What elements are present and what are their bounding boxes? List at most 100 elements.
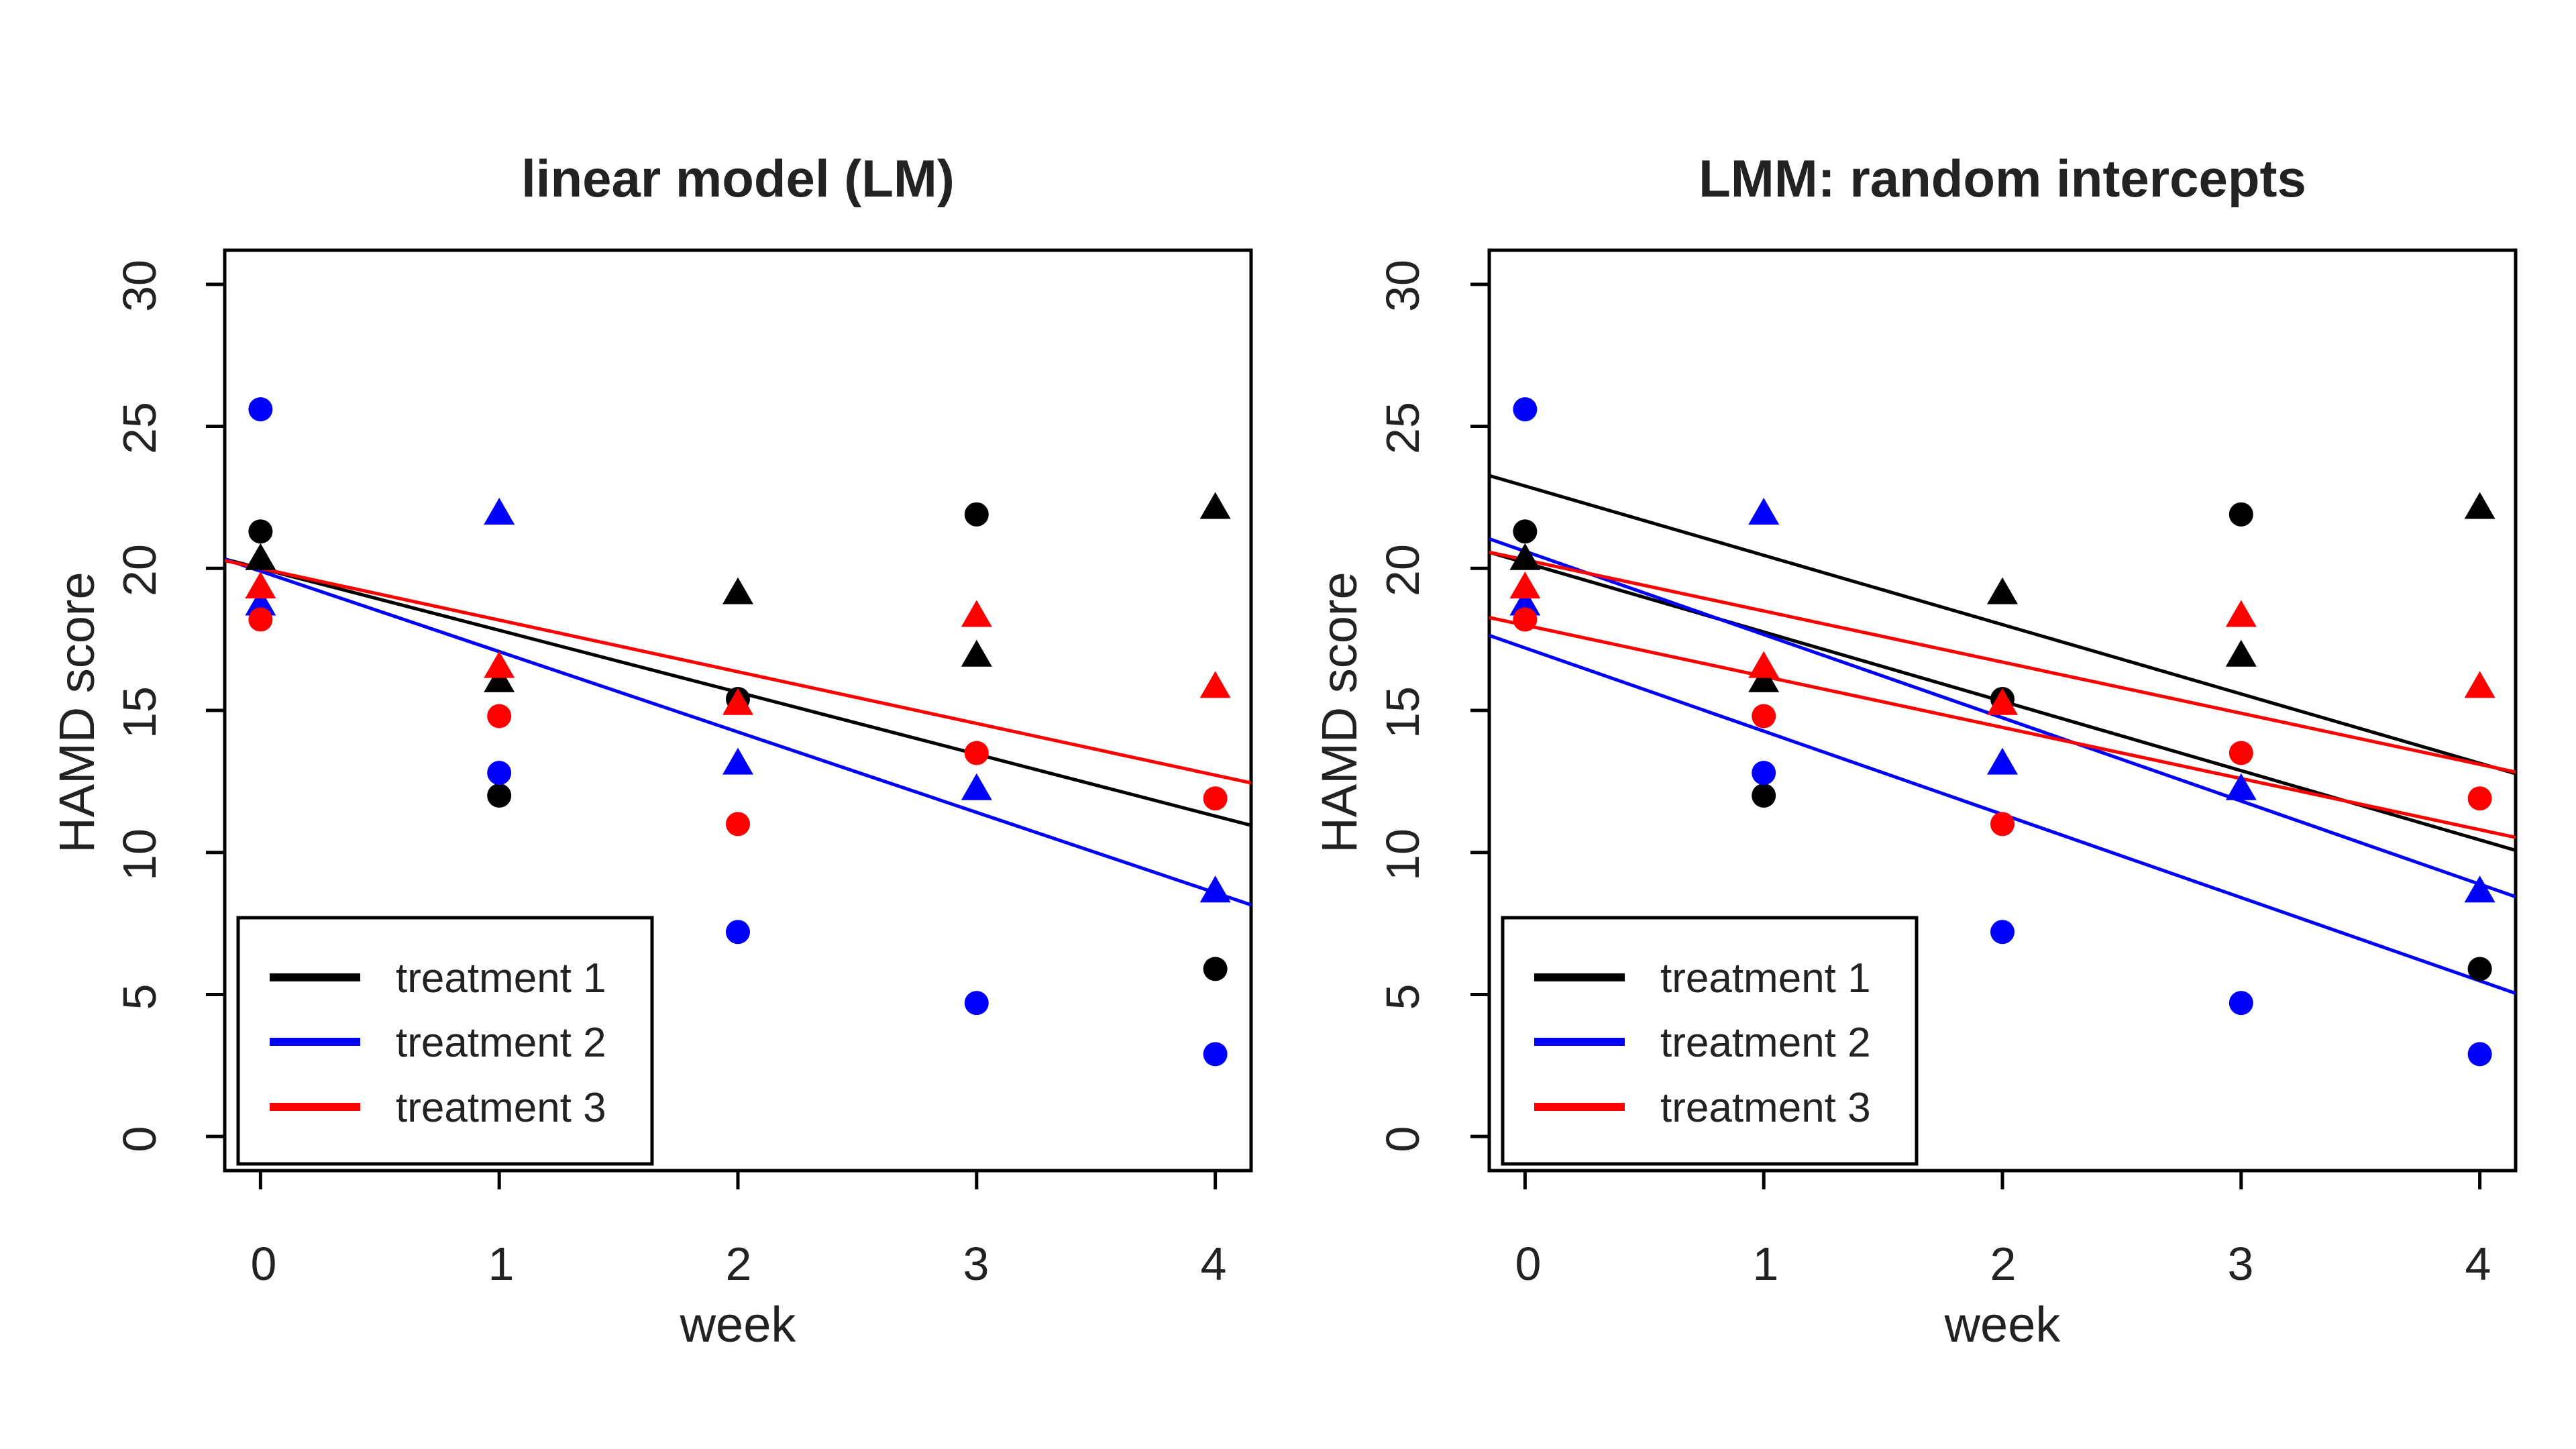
- data-point: [1513, 397, 1538, 422]
- data-point: [484, 665, 515, 692]
- data-point: [1509, 543, 1541, 570]
- data-point: [1990, 920, 2015, 945]
- legend-label-treatment-3: treatment 3: [396, 1085, 606, 1131]
- chart-title: linear model (LM): [521, 149, 955, 208]
- data-point: [1752, 704, 1776, 729]
- legend-label-treatment-1: treatment 1: [396, 955, 606, 1002]
- y-tick-label: 20: [1377, 544, 1429, 596]
- data-point: [964, 502, 989, 527]
- y-tick-label: 25: [1377, 402, 1429, 454]
- data-point: [2464, 875, 2496, 903]
- fit-line: [1489, 616, 2516, 839]
- data-point: [1752, 784, 1776, 808]
- y-axis-label: HAMD score: [49, 572, 105, 853]
- fit-line: [1489, 474, 2516, 775]
- y-tick-label: 0: [113, 1126, 166, 1152]
- data-point: [1509, 588, 1541, 616]
- data-points: [245, 397, 1231, 1067]
- data-point: [1203, 786, 1228, 811]
- data-point: [722, 747, 753, 775]
- data-point: [484, 498, 515, 525]
- y-tick-label: 25: [113, 402, 166, 454]
- x-tick-labels: 0 1 2 3 4: [1515, 1238, 2491, 1290]
- y-tick-label: 15: [113, 686, 166, 739]
- data-point: [1990, 812, 2015, 837]
- data-point: [1203, 1042, 1228, 1067]
- x-axis-label: week: [680, 1297, 797, 1352]
- data-point: [2225, 639, 2257, 667]
- data-point: [1752, 761, 1776, 786]
- x-tick-label: 1: [1753, 1238, 1779, 1290]
- data-point: [248, 607, 273, 632]
- x-tick-label: 4: [1201, 1238, 1227, 1290]
- data-point: [2225, 773, 2257, 800]
- data-point: [248, 519, 273, 544]
- data-point: [1748, 498, 1780, 525]
- data-point: [487, 704, 512, 729]
- data-point: [2467, 957, 2492, 981]
- panel-linear-model: linear model (LM) week HAMD score 0 1 2 …: [49, 149, 1253, 1352]
- x-tick-label: 1: [488, 1238, 515, 1290]
- data-point: [1987, 577, 2018, 604]
- data-point: [2229, 991, 2253, 1016]
- data-point: [1748, 651, 1780, 678]
- data-point: [1509, 572, 1541, 599]
- data-point: [1513, 519, 1538, 544]
- data-point: [964, 741, 989, 765]
- data-point: [961, 600, 992, 627]
- data-point: [961, 639, 992, 667]
- y-tick-labels: 0 5 10 15 20 25 30: [113, 260, 166, 1152]
- x-tick-label: 4: [2465, 1238, 2491, 1290]
- y-tick-label: 30: [113, 260, 166, 312]
- y-tick-label: 30: [1377, 260, 1429, 312]
- data-points: [1509, 397, 2496, 1067]
- y-tick-label: 5: [1377, 984, 1429, 1010]
- y-tick-label: 15: [1377, 686, 1429, 739]
- x-axis-label: week: [1944, 1297, 2061, 1352]
- legend-label-treatment-1: treatment 1: [1660, 955, 1871, 1002]
- data-point: [2229, 502, 2253, 527]
- x-tick-labels: 0 1 2 3 4: [251, 1238, 1227, 1290]
- data-point: [2229, 741, 2253, 765]
- data-point: [487, 761, 512, 786]
- data-point: [245, 543, 276, 570]
- data-point: [2467, 1042, 2492, 1067]
- data-point: [245, 588, 276, 616]
- fit-line: [1489, 537, 2516, 899]
- chart-title: LMM: random intercepts: [1699, 149, 2306, 208]
- y-tick-label: 20: [113, 544, 166, 596]
- data-point: [1748, 665, 1780, 692]
- data-point: [2464, 671, 2496, 698]
- y-tick-label: 10: [113, 828, 166, 881]
- y-axis-label: HAMD score: [1311, 572, 1367, 853]
- data-point: [1199, 492, 1231, 519]
- y-tick-labels: 0 5 10 15 20 25 30: [1377, 260, 1429, 1152]
- data-point: [1987, 688, 2018, 715]
- data-point: [1199, 671, 1231, 698]
- y-tick-label: 5: [113, 984, 166, 1010]
- data-point: [2225, 600, 2257, 627]
- y-tick-label: 0: [1377, 1126, 1429, 1152]
- data-point: [487, 784, 512, 808]
- y-tick-label: 10: [1377, 828, 1429, 881]
- data-point: [1203, 957, 1228, 981]
- x-tick-label: 2: [1990, 1238, 2017, 1290]
- data-point: [961, 773, 992, 800]
- data-point: [722, 577, 753, 604]
- x-tick-label: 3: [2228, 1238, 2254, 1290]
- data-point: [484, 651, 515, 678]
- data-point: [964, 991, 989, 1016]
- data-point: [248, 397, 273, 422]
- fit-line: [225, 557, 1251, 907]
- panel-lmm-random-intercepts: LMM: random intercepts week HAMD score 0…: [1311, 149, 2518, 1352]
- data-point: [726, 812, 750, 837]
- legend: treatment 1 treatment 2 treatment 3: [236, 916, 654, 1166]
- legend-label-treatment-2: treatment 2: [1660, 1020, 1871, 1066]
- x-tick-label: 0: [1515, 1238, 1542, 1290]
- data-point: [722, 688, 753, 715]
- x-tick-label: 2: [726, 1238, 752, 1290]
- legend-label-treatment-2: treatment 2: [396, 1020, 606, 1066]
- data-point: [726, 920, 750, 945]
- legend-label-treatment-3: treatment 3: [1660, 1085, 1871, 1131]
